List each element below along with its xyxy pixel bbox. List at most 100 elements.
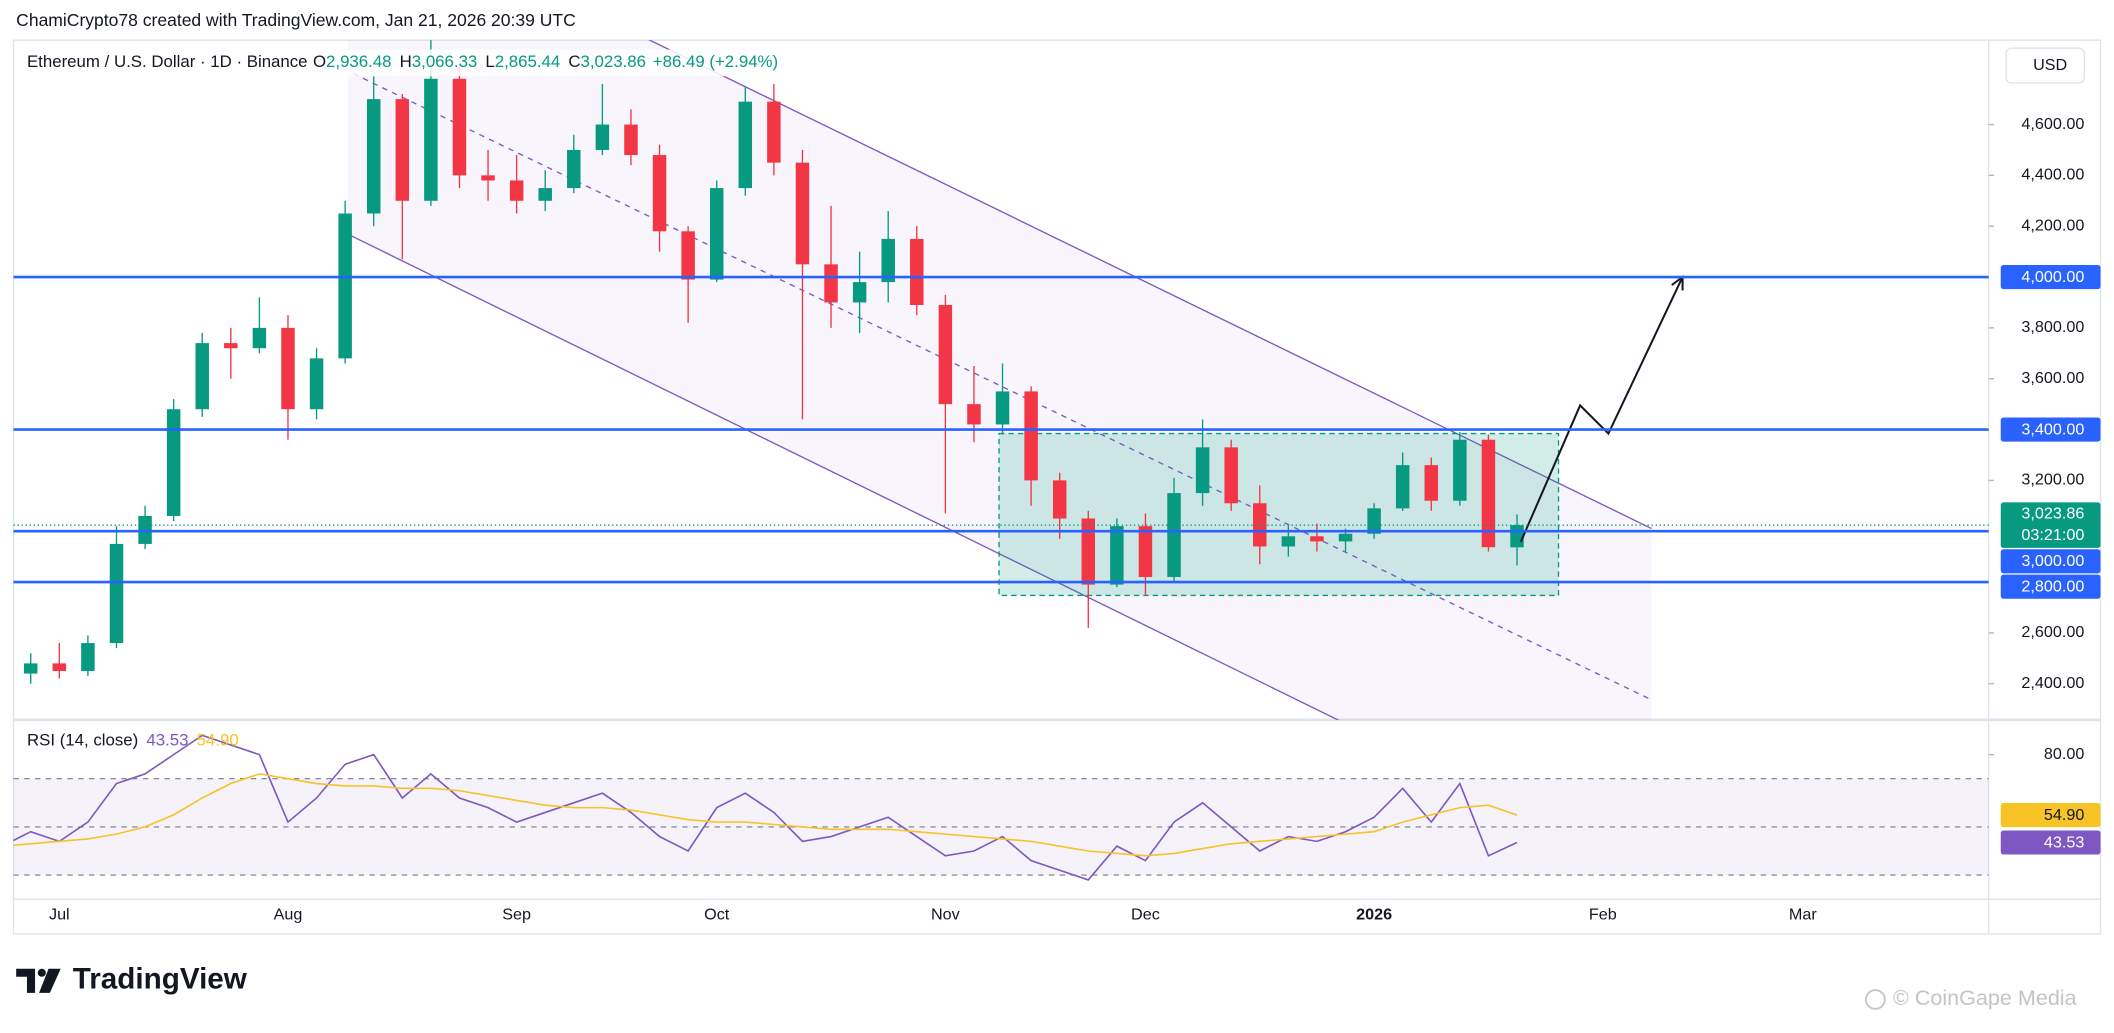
level-label: 4,000.00	[2021, 268, 2084, 286]
symbol-legend: Ethereum / U.S. Dollar · 1D · Binance O2,…	[27, 52, 778, 71]
candle-body	[595, 124, 610, 150]
level-label: 2,800.00	[2021, 578, 2084, 596]
candle-body	[795, 162, 810, 265]
x-tick-label: 2026	[1356, 906, 1392, 924]
candle-body	[338, 213, 352, 359]
rsi-value-label: 43.53	[2044, 833, 2085, 851]
candle-body	[1052, 480, 1067, 519]
candle-body	[910, 238, 924, 305]
brand-logo: TradingView	[16, 963, 248, 996]
candle-body	[624, 124, 638, 156]
candle-body	[1138, 526, 1153, 577]
candle-body	[1224, 447, 1238, 504]
ohlc-value: 3,066.33	[412, 52, 478, 71]
candle-body	[81, 643, 95, 672]
rsi-legend-value: 43.53	[146, 731, 188, 750]
projection-arrow	[1519, 276, 1684, 543]
candle-body	[681, 231, 695, 280]
candle-body	[1110, 526, 1124, 585]
candle-body	[1310, 536, 1324, 542]
y-tick-label: 2,600.00	[2021, 623, 2084, 641]
y-tick-label: 3,800.00	[2021, 318, 2084, 336]
x-tick-label: Sep	[502, 906, 531, 924]
rsi-band	[13, 778, 1989, 876]
rsi-label-box	[2000, 830, 2101, 855]
candle-body	[224, 343, 238, 349]
logo-slash	[39, 968, 61, 993]
rsi-line	[13, 734, 1518, 881]
level-label-box	[2000, 264, 2101, 290]
rsi-plot	[13, 734, 1989, 881]
currency-box	[2005, 47, 2086, 84]
watermark: © CoinGape Media	[1893, 986, 2077, 1010]
candle-body	[1510, 525, 1524, 548]
candle-body	[509, 180, 524, 201]
candle-body	[652, 155, 667, 232]
level-label-box	[2000, 549, 2101, 574]
last-price-label: 3,023.86	[2021, 505, 2084, 523]
candle-body	[52, 663, 67, 672]
candle-body	[281, 327, 295, 410]
rsi-legend: RSI (14, close) 43.53 54.90	[27, 731, 239, 750]
x-tick-label: Aug	[274, 906, 303, 924]
candle-body	[1395, 465, 1410, 509]
y-tick-label: 2,400.00	[2021, 674, 2084, 692]
x-tick-label: Mar	[1789, 906, 1817, 924]
ohlc-key: L	[485, 52, 494, 71]
candle-body	[709, 188, 724, 280]
candle-body	[767, 101, 781, 163]
candle-body	[738, 101, 753, 189]
channel-upper	[648, 40, 1652, 530]
candle-body	[1281, 536, 1296, 547]
level-label-box	[2000, 417, 2101, 442]
countdown: 03:21:00	[2021, 526, 2084, 544]
x-tick-label: Nov	[931, 906, 960, 924]
frame	[12, 39, 2102, 935]
candle-body	[1453, 439, 1467, 501]
logo-dot	[37, 968, 46, 977]
ohlc-value: 2,936.48	[326, 52, 392, 71]
candle-body	[23, 663, 38, 674]
ohlc-key: O	[313, 52, 326, 71]
candle-body	[166, 409, 181, 516]
y-tick-label: 3,600.00	[2021, 369, 2084, 387]
last-price-box	[2000, 502, 2101, 548]
rsi-label-box	[2000, 803, 2101, 828]
credit: ChamiCrypto78 created with TradingView.c…	[16, 10, 576, 30]
watermark-icon	[1864, 989, 1886, 1010]
level-label: 3,400.00	[2021, 421, 2084, 439]
candle-body	[195, 343, 209, 410]
candle-body	[1195, 447, 1210, 494]
brand: TradingView	[73, 963, 248, 996]
change: +86.49 (+2.94%)	[653, 52, 778, 71]
y-tick-label: 3,200.00	[2021, 471, 2084, 489]
y-tick-label: 4,200.00	[2021, 216, 2084, 234]
candle-body	[538, 188, 552, 201]
level-label-box	[2000, 574, 2101, 599]
candle-body	[1081, 518, 1096, 585]
rsi-title: RSI (14, close)	[27, 731, 138, 750]
candle-body	[252, 327, 267, 349]
ohlc-value: 3,023.86	[581, 52, 647, 71]
candle-body	[995, 391, 1010, 425]
axes: Jul Aug Sep Oct Nov Dec 2026 Feb Mar 4,600.00 4,40…	[13, 115, 2101, 924]
x-tick-label: Dec	[1131, 906, 1160, 924]
candle-body	[309, 358, 324, 410]
x-tick-label: Jul	[49, 906, 70, 924]
candle-body	[109, 543, 124, 644]
candle-body	[852, 282, 867, 303]
x-tick-label: Oct	[704, 906, 730, 924]
symbol: Ethereum / U.S. Dollar · 1D · Binance	[27, 52, 308, 71]
candle-body	[1424, 465, 1439, 501]
candle-body	[967, 404, 981, 425]
y-tick-label: 4,400.00	[2021, 166, 2084, 184]
candle-body	[938, 304, 953, 405]
legend-bg	[18, 49, 844, 77]
candle-body	[824, 264, 838, 303]
channel-fill	[347, 40, 1652, 720]
logo-mark	[16, 968, 36, 993]
candle-body	[1481, 439, 1496, 548]
candle-body	[395, 99, 410, 201]
